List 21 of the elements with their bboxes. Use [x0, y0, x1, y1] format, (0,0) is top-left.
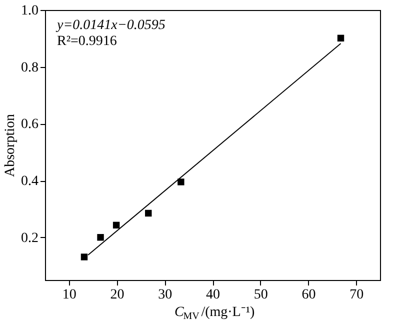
point: [112, 222, 120, 228]
point: [97, 234, 104, 241]
y-tick-label: 1.0: [21, 4, 38, 18]
point: [337, 34, 344, 42]
x-tick-label: 20: [110, 288, 124, 302]
y-tick-label: 0.2: [21, 230, 38, 246]
x-tick-label: 10: [62, 288, 76, 302]
y-axis-title: Absorption: [3, 114, 18, 177]
x-tick-label: 30: [158, 288, 172, 302]
x-tick-label: 60: [302, 288, 316, 302]
x-tick-label: 50: [254, 288, 268, 302]
annotation: R²=0.9916: [57, 34, 117, 49]
point: [145, 210, 152, 217]
y-tick-label: 0.4: [21, 174, 38, 190]
x-tick-label: 70: [350, 288, 364, 302]
x-tick-label: 40: [206, 288, 220, 302]
y-tick-label: 0.6: [21, 117, 38, 132]
annotation: y=0.0141x−0.0595: [55, 18, 166, 33]
y-tick-label: 0.8: [21, 60, 38, 76]
point: [178, 178, 184, 186]
point: [80, 254, 88, 260]
